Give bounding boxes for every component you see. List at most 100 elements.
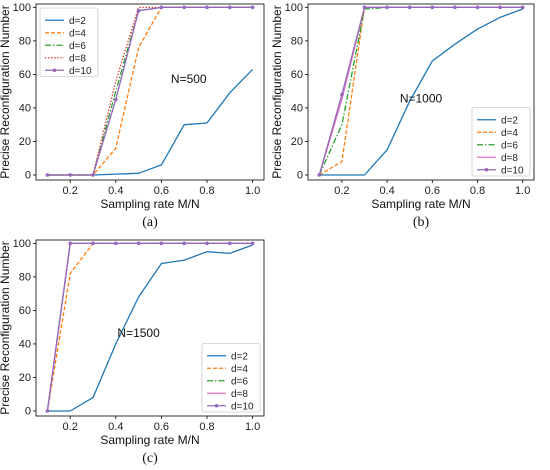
data-point-d=10 (159, 241, 164, 246)
y-tick-label: 100 (285, 2, 303, 14)
legend-label: d=6 (69, 41, 86, 52)
y-tick-label: 0 (25, 405, 31, 417)
data-point-d=10 (182, 241, 186, 246)
y-axis-label: Precise Reconfiguration Number (0, 241, 12, 414)
x-tick-label: 1.0 (245, 421, 260, 433)
legend: d=2d=4d=6d=8d=10 (471, 107, 531, 177)
data-point-d=10 (362, 5, 367, 10)
data-point-d=10 (159, 5, 164, 10)
data-point-d=10 (182, 5, 186, 10)
legend-label: d=2 (231, 351, 248, 362)
y-tick-label: 0 (25, 169, 31, 181)
y-tick-label: 80 (291, 35, 303, 47)
data-point-d=10 (453, 5, 457, 10)
panel-label: (a) (142, 215, 158, 230)
series-line-d=10 (46, 242, 253, 412)
legend-label: d=8 (69, 53, 86, 64)
legend: d=2d=4d=6d=8d=10 (39, 7, 99, 77)
x-tick-label: 0.8 (199, 421, 214, 433)
legend: d=2d=4d=6d=8d=10 (201, 343, 261, 413)
y-tick-label: 20 (19, 136, 31, 148)
data-point-d=10 (385, 5, 389, 10)
data-point-d=10 (430, 5, 435, 10)
legend-marker (214, 403, 219, 408)
y-tick-label: 40 (291, 102, 303, 114)
data-point-d=10 (250, 5, 255, 10)
annotation: N=1500 (117, 326, 160, 340)
x-tick-label: 1.0 (515, 185, 530, 197)
x-tick-label: 0.4 (108, 185, 123, 197)
data-point-d=10 (205, 241, 209, 246)
y-tick-label: 60 (291, 69, 303, 81)
x-tick-label: 0.8 (199, 185, 214, 197)
y-tick-label: 40 (19, 338, 31, 350)
series-line-d=2 (47, 244, 253, 412)
y-tick-label: 0 (297, 169, 303, 181)
legend-label: d=6 (231, 376, 248, 387)
y-tick-label: 60 (19, 69, 31, 81)
data-point-d=10 (250, 241, 255, 246)
series-line-d=2 (47, 68, 254, 176)
x-axis-label: Sampling rate M/N (371, 197, 470, 211)
x-tick-label: 1.0 (245, 185, 260, 197)
x-tick-label: 0.2 (63, 185, 78, 197)
data-point-d=10 (317, 173, 322, 177)
data-point-d=10 (205, 5, 209, 10)
legend-box (39, 7, 99, 77)
legend-label: d=6 (501, 140, 518, 151)
y-tick-label: 60 (19, 305, 31, 317)
legend-label: d=4 (231, 364, 248, 375)
data-point-d=10 (498, 5, 502, 10)
data-point-d=10 (136, 8, 141, 13)
data-point-d=10 (91, 241, 95, 246)
annotation: N=500 (171, 72, 207, 86)
legend-label: d=10 (501, 165, 524, 176)
panel-label: (b) (413, 215, 430, 230)
legend-box (201, 343, 261, 413)
data-point-d=10 (91, 173, 95, 177)
x-tick-label: 0.2 (63, 421, 78, 433)
x-tick-label: 0.6 (154, 185, 169, 197)
plot-frame (35, 3, 265, 181)
series-line-d=10 (47, 6, 253, 176)
legend-marker (484, 167, 489, 172)
y-tick-label: 80 (19, 271, 31, 283)
plot-frame (307, 3, 535, 181)
data-point-d=10 (68, 173, 72, 177)
y-tick-label: 40 (19, 102, 31, 114)
x-tick-label: 0.4 (379, 185, 394, 197)
data-point-d=10 (45, 409, 50, 413)
series-line-d=10 (318, 6, 523, 176)
x-axis-label: Sampling rate M/N (100, 197, 199, 211)
data-point-d=10 (475, 5, 480, 10)
data-point-d=10 (407, 5, 412, 10)
series-line-d=2 (319, 8, 523, 176)
chart-panel-1: 0 20 40 60 80 100 0.2 0.4 0.6 0.8 1.0 Sampling rate… (0, 2, 265, 230)
data-point-d=10 (114, 241, 118, 246)
data-point-d=10 (340, 92, 344, 97)
data-point-d=10 (114, 97, 118, 102)
chart-panel-3: 0 20 40 60 80 100 0.2 0.4 0.6 0.8 1.0 Sampling rate… (0, 238, 265, 466)
data-point-d=10 (520, 5, 525, 10)
x-tick-label: 0.8 (470, 185, 485, 197)
data-point-d=10 (228, 241, 232, 246)
x-tick-label: 0.6 (425, 185, 440, 197)
y-tick-label: 80 (19, 35, 31, 47)
legend-label: d=8 (231, 389, 248, 400)
y-tick-label: 20 (19, 372, 31, 384)
data-point-d=10 (228, 5, 232, 10)
panel-label: (c) (142, 451, 158, 466)
legend-label: d=4 (501, 128, 518, 139)
legend-box (471, 107, 531, 177)
legend-label: d=2 (501, 115, 518, 126)
y-axis-label: Precise Reconfiguration Number (270, 5, 284, 178)
data-point-d=10 (45, 173, 50, 177)
data-point-d=10 (68, 241, 72, 246)
y-tick-label: 100 (13, 2, 31, 14)
x-tick-label: 0.6 (154, 421, 169, 433)
chart-panel-2: 0 20 40 60 80 100 0.2 0.4 0.6 0.8 1.0 Sampling rate… (270, 2, 535, 230)
x-tick-label: 0.4 (108, 421, 123, 433)
x-tick-label: 0.2 (334, 185, 349, 197)
legend-label: d=10 (69, 66, 92, 77)
y-axis-label: Precise Reconfiguration Number (0, 5, 12, 178)
